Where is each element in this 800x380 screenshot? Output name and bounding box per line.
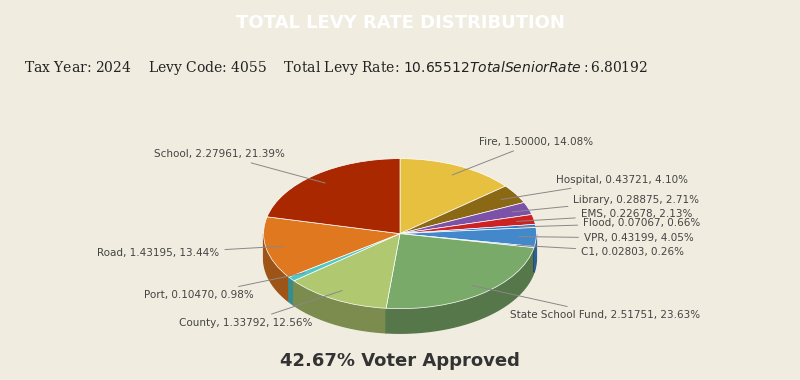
Text: Flood, 0.07067, 0.66%: Flood, 0.07067, 0.66% [518, 218, 701, 228]
Polygon shape [263, 234, 289, 302]
Text: County, 1.33792, 12.56%: County, 1.33792, 12.56% [179, 291, 342, 328]
Polygon shape [534, 234, 537, 271]
Text: School, 2.27961, 21.39%: School, 2.27961, 21.39% [154, 149, 325, 183]
Text: 42.67% Voter Approved: 42.67% Voter Approved [280, 352, 520, 370]
Wedge shape [400, 224, 536, 234]
Wedge shape [400, 158, 506, 234]
Wedge shape [289, 234, 400, 281]
Text: TOTAL LEVY RATE DISTRIBUTION: TOTAL LEVY RATE DISTRIBUTION [235, 14, 565, 32]
Text: C1, 0.02803, 0.26%: C1, 0.02803, 0.26% [517, 245, 684, 257]
Wedge shape [294, 234, 400, 308]
Wedge shape [400, 186, 524, 234]
Text: Road, 1.43195, 13.44%: Road, 1.43195, 13.44% [98, 246, 283, 258]
Wedge shape [386, 234, 534, 309]
Text: VPR, 0.43199, 4.05%: VPR, 0.43199, 4.05% [518, 233, 694, 243]
Text: Port, 0.10470, 0.98%: Port, 0.10470, 0.98% [143, 273, 305, 300]
Polygon shape [386, 248, 534, 333]
Text: Fire, 1.50000, 14.08%: Fire, 1.50000, 14.08% [452, 137, 593, 175]
Text: Hospital, 0.43721, 4.10%: Hospital, 0.43721, 4.10% [501, 175, 688, 200]
Text: State School Fund, 2.51751, 23.63%: State School Fund, 2.51751, 23.63% [472, 285, 700, 320]
Text: Library, 0.28875, 2.71%: Library, 0.28875, 2.71% [512, 195, 699, 212]
Wedge shape [400, 228, 537, 247]
Text: EMS, 0.22678, 2.13%: EMS, 0.22678, 2.13% [517, 209, 692, 222]
Text: Tax Year: 2024    Levy Code: 4055    Total Levy Rate: $10.65512    Total Senior : Tax Year: 2024 Levy Code: 4055 Total Lev… [24, 59, 648, 78]
Wedge shape [400, 214, 535, 234]
Wedge shape [267, 158, 400, 234]
Wedge shape [400, 234, 534, 248]
Polygon shape [294, 281, 386, 333]
Polygon shape [289, 277, 294, 306]
Wedge shape [263, 217, 400, 277]
Wedge shape [400, 203, 532, 234]
